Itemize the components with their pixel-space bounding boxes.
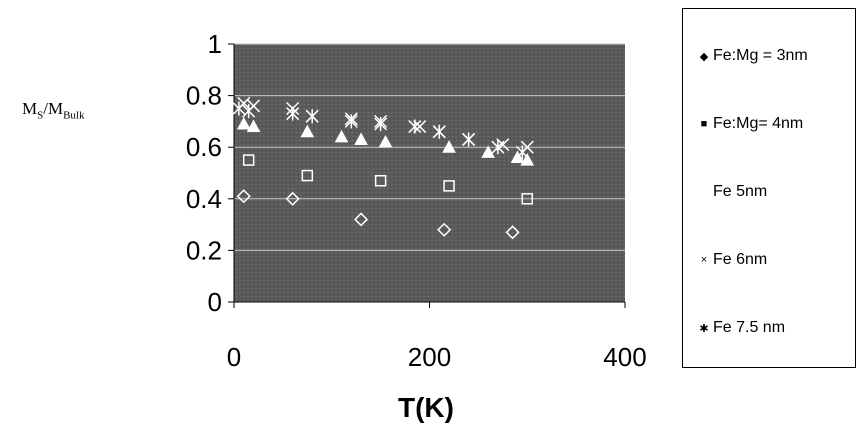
plot-area xyxy=(234,44,625,302)
data-point-star xyxy=(515,145,529,160)
legend-label: Fe 7.5 nm xyxy=(713,319,786,336)
legend-item-fe-mg-4nm: ■ Fe:Mg= 4nm xyxy=(697,115,804,133)
data-point-star xyxy=(232,101,246,116)
triangle-icon: ▲ xyxy=(698,186,710,198)
diamond-icon: ◆ xyxy=(699,50,709,63)
data-point-triangle xyxy=(246,119,261,133)
data-point-star xyxy=(408,119,422,134)
data-point-star xyxy=(374,116,388,131)
data-point-star xyxy=(462,132,476,147)
data-point-triangle xyxy=(378,134,393,148)
data-point-triangle xyxy=(300,124,315,138)
data-point-triangle xyxy=(442,140,456,153)
star-icon: ✱ xyxy=(699,322,709,335)
data-point-diamond xyxy=(437,222,452,237)
y-tick-label: 0.8 xyxy=(186,81,222,111)
y-axis-label: MS/MBulk xyxy=(22,99,85,121)
data-point-diamond xyxy=(236,189,251,204)
data-point-triangle xyxy=(236,116,251,130)
y-tick-label: 0 xyxy=(208,287,222,317)
x-icon: × xyxy=(700,254,708,266)
legend-label: Fe 5nm xyxy=(713,183,768,200)
data-point-diamond xyxy=(354,212,369,227)
legend-item-fe-7-5nm: ✱ Fe 7.5 nm xyxy=(697,319,785,337)
legend-item-fe-6nm: × Fe 6nm xyxy=(697,251,767,269)
data-point-star xyxy=(491,140,505,155)
y-axis-label-sub2: Bulk xyxy=(63,109,85,122)
x-tick-label: 400 xyxy=(603,342,646,372)
legend-label: Fe:Mg = 3nm xyxy=(713,47,808,64)
y-tick-label: 0.6 xyxy=(186,132,222,162)
data-point-square xyxy=(374,174,387,187)
data-point-square xyxy=(301,169,314,182)
y-tick-label: 1 xyxy=(208,29,222,59)
data-point-star xyxy=(305,109,319,124)
x-axis-label: T(K) xyxy=(398,392,454,423)
y-tick-label: 0.4 xyxy=(186,184,222,214)
x-tick-label: 0 xyxy=(227,342,241,372)
data-point-square xyxy=(521,193,533,205)
data-point-star xyxy=(344,114,358,129)
data-point-star xyxy=(432,124,446,139)
data-point-x xyxy=(413,120,427,134)
legend: ◆ Fe:Mg = 3nm ■ Fe:Mg= 4nm ▲ Fe 5nm × Fe 6nm… xyxy=(682,8,856,368)
legend-label: Fe 6nm xyxy=(713,251,768,268)
y-axis-label-main: M xyxy=(22,99,38,118)
legend-label: Fe:Mg= 4nm xyxy=(713,115,804,132)
data-point-triangle xyxy=(520,153,535,166)
y-tick-label: 0.2 xyxy=(186,235,222,265)
data-point-triangle xyxy=(481,145,495,158)
data-point-square xyxy=(443,180,455,192)
data-point-star xyxy=(242,104,256,119)
data-point-diamond xyxy=(285,191,300,206)
legend-item-fe-mg-3nm: ◆ Fe:Mg = 3nm xyxy=(697,47,808,65)
data-point-square xyxy=(242,154,255,166)
data-point-star xyxy=(286,106,300,121)
data-point-diamond xyxy=(505,225,520,240)
y-axis-label-mid: /M xyxy=(43,99,64,118)
square-icon: ■ xyxy=(700,118,708,130)
y-axis-label-sub1: S xyxy=(37,109,44,122)
x-tick-label: 200 xyxy=(408,342,451,372)
data-point-triangle xyxy=(334,129,349,143)
data-point-triangle xyxy=(354,132,368,145)
legend-item-fe-5nm: ▲ Fe 5nm xyxy=(697,183,768,201)
